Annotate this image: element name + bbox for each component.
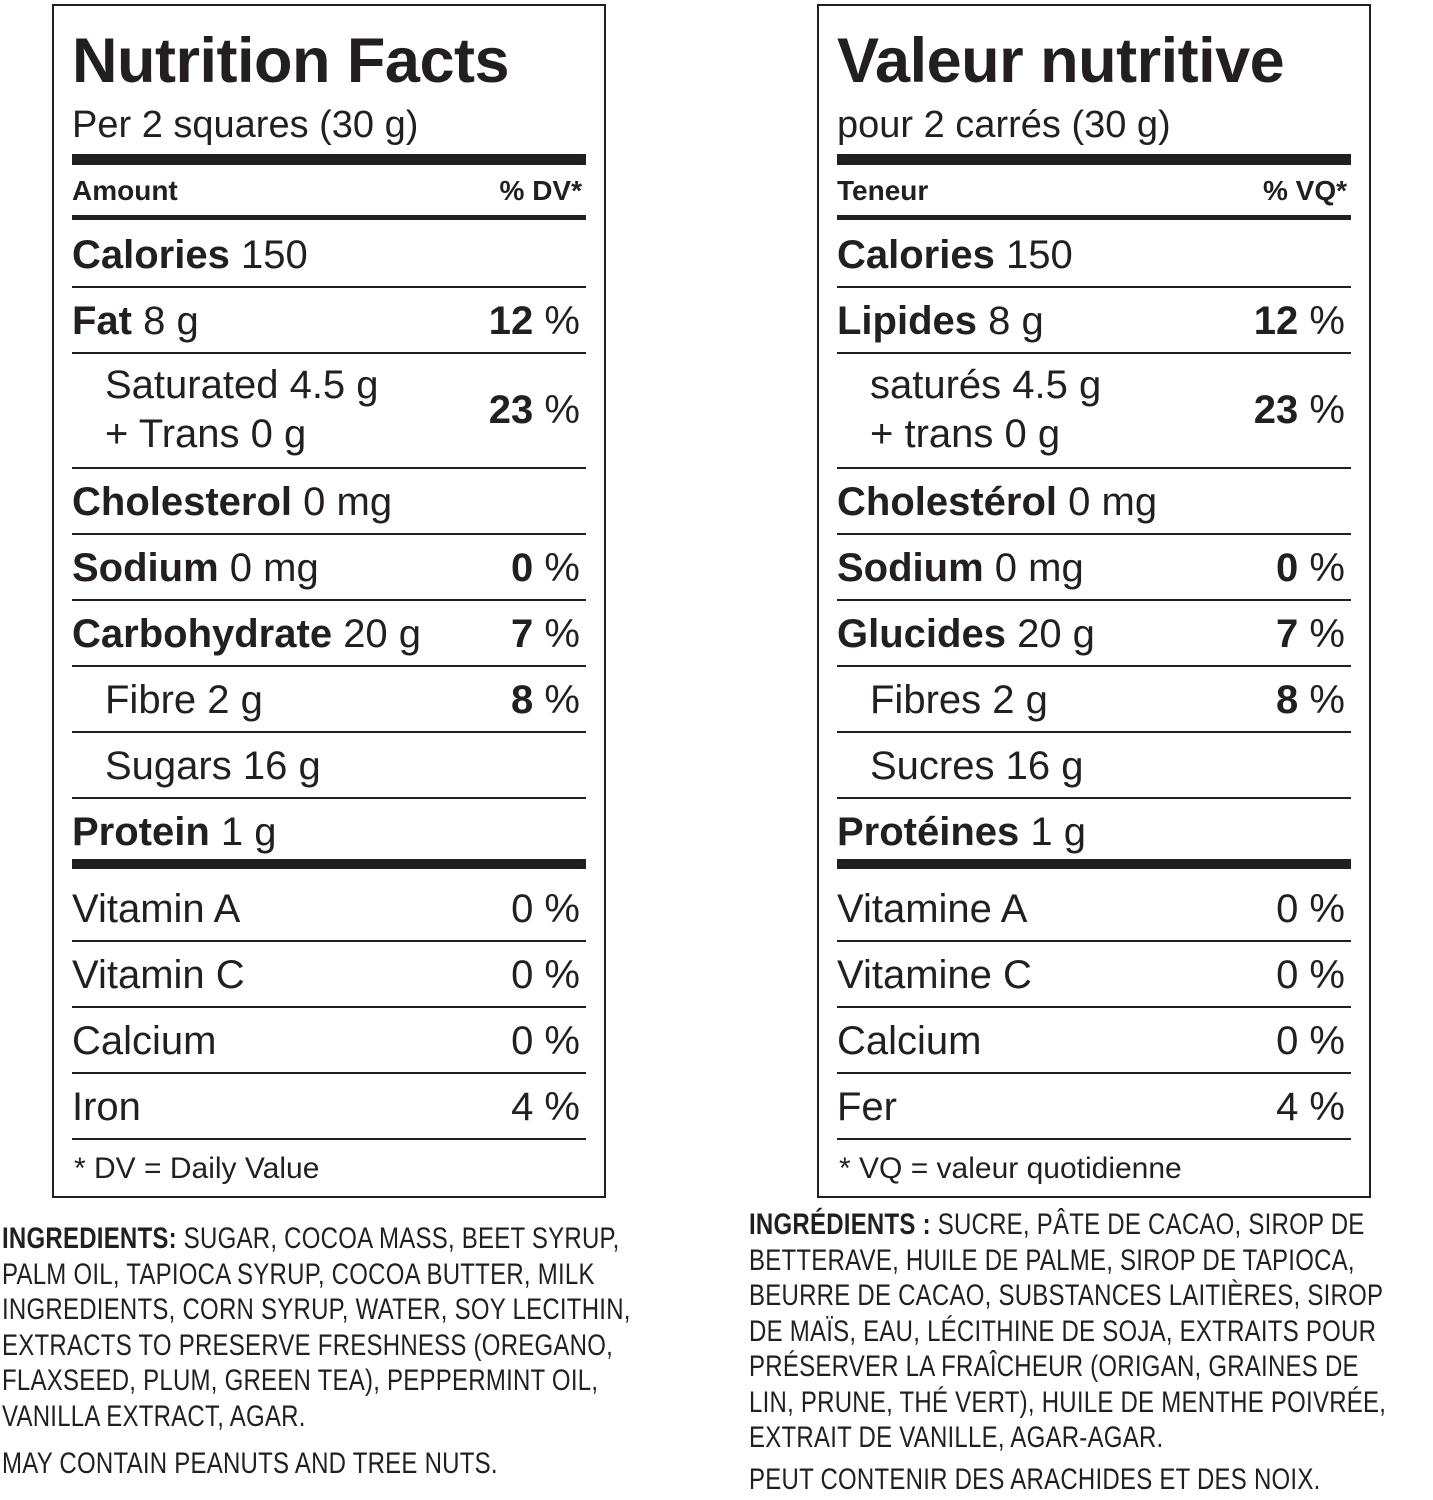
iron-row: Iron 4 % — [72, 1074, 586, 1140]
saturated-trans-row: saturés 4.5 g + trans 0 g 23 % — [837, 354, 1351, 469]
thick-divider — [72, 859, 586, 869]
saturated-trans-label: saturés 4.5 g + trans 0 g — [870, 363, 1102, 456]
calcium-dv: 0 % — [1276, 1019, 1345, 1063]
protein-label: Protéines 1 g — [837, 810, 1087, 854]
carbohydrate-label: Glucides 20 g — [837, 612, 1095, 656]
ingredients-list: SUGAR, COCOA MASS, BEET SYRUP, PALM OIL,… — [2, 1222, 631, 1433]
fibre-row: Fibre 2 g 8 % — [72, 667, 586, 733]
serving-size: Per 2 squares (30 g) — [72, 104, 419, 146]
sugars-label: Sugars 16 g — [105, 744, 321, 788]
fibre-label: Fibre 2 g — [105, 678, 263, 722]
footnote: * VQ = valeur quotidienne — [839, 1152, 1182, 1185]
cholesterol-label: Cholestérol 0 mg — [837, 480, 1158, 524]
sodium-row: Sodium 0 mg 0 % — [72, 535, 586, 601]
daily-value-header: % VQ* — [1262, 175, 1347, 206]
panel-title: Nutrition Facts — [72, 26, 510, 96]
calories-row: Calories 150 — [837, 220, 1351, 288]
vitamin-a-row: Vitamine A 0 % — [837, 869, 1351, 942]
carbohydrate-row: Glucides 20 g 7 % — [837, 601, 1351, 667]
panel-title: Valeur nutritive — [837, 26, 1285, 96]
calcium-row: Calcium 0 % — [72, 1008, 586, 1074]
header-divider — [72, 215, 586, 220]
sodium-label: Sodium 0 mg — [72, 546, 319, 590]
fat-label: Lipides 8 g — [837, 299, 1044, 343]
ingredients-french: INGRÉDIENTS : SUCRE, PÂTE DE CACAO, SIRO… — [749, 1207, 1429, 1456]
sugars-row: Sugars 16 g — [72, 733, 586, 799]
thick-divider — [837, 859, 1351, 869]
ingredients-label: INGREDIENTS: — [2, 1222, 177, 1255]
sugars-label: Sucres 16 g — [870, 744, 1084, 788]
amount-header: Amount — [72, 175, 178, 206]
protein-row: Protéines 1 g — [837, 799, 1351, 859]
fat-label: Fat 8 g — [72, 299, 199, 343]
fat-dv: 12 % — [488, 299, 580, 343]
vitamin-a-label: Vitamin A — [72, 887, 241, 931]
carbohydrate-row: Carbohydrate 20 g 7 % — [72, 601, 586, 667]
calories-row: Calories 150 — [72, 220, 586, 288]
iron-label: Fer — [837, 1085, 897, 1129]
protein-label: Protein 1 g — [72, 810, 277, 854]
protein-row: Protein 1 g — [72, 799, 586, 859]
vitamin-a-dv: 0 % — [511, 887, 580, 931]
ingredients-list: SUCRE, PÂTE DE CACAO, SIROP DE BETTERAVE… — [749, 1208, 1387, 1454]
iron-dv: 4 % — [511, 1085, 580, 1129]
thick-divider — [837, 154, 1351, 165]
thick-divider — [72, 154, 586, 165]
fat-row: Lipides 8 g 12 % — [837, 288, 1351, 354]
cholesterol-row: Cholestérol 0 mg — [837, 469, 1351, 535]
calories-label: Calories 150 — [72, 233, 308, 277]
calcium-label: Calcium — [72, 1019, 217, 1063]
allergen-warning-english: MAY CONTAIN PEANUTS AND TREE NUTS. — [2, 1447, 498, 1480]
calcium-dv: 0 % — [511, 1019, 580, 1063]
calcium-row: Calcium 0 % — [837, 1008, 1351, 1074]
iron-dv: 4 % — [1276, 1085, 1345, 1129]
vitamin-a-dv: 0 % — [1276, 887, 1345, 931]
saturated-trans-dv: 23 % — [1253, 388, 1345, 432]
vitamin-a-label: Vitamine A — [837, 887, 1028, 931]
fat-dv: 12 % — [1253, 299, 1345, 343]
saturated-trans-row: Saturated 4.5 g + Trans 0 g 23 % — [72, 354, 586, 469]
carbohydrate-dv: 7 % — [511, 612, 580, 656]
carbohydrate-dv: 7 % — [1276, 612, 1345, 656]
carbohydrate-label: Carbohydrate 20 g — [72, 612, 422, 656]
vitamin-c-row: Vitamine C 0 % — [837, 942, 1351, 1008]
nutrition-facts-panel-french: Valeur nutritive pour 2 carrés (30 g) Te… — [817, 4, 1371, 1198]
amount-header: Teneur — [837, 175, 929, 206]
cholesterol-label: Cholesterol 0 mg — [72, 480, 393, 524]
vitamin-c-dv: 0 % — [1276, 953, 1345, 997]
sodium-dv: 0 % — [511, 546, 580, 590]
cholesterol-row: Cholesterol 0 mg — [72, 469, 586, 535]
vitamin-a-row: Vitamin A 0 % — [72, 869, 586, 942]
fibre-dv: 8 % — [1276, 678, 1345, 722]
vitamin-c-label: Vitamin C — [72, 953, 245, 997]
saturated-trans-label: Saturated 4.5 g + Trans 0 g — [105, 363, 379, 456]
daily-value-header: % DV* — [499, 175, 582, 206]
nutrition-facts-panel-english: Nutrition Facts Per 2 squares (30 g) Amo… — [52, 4, 606, 1198]
serving-size: pour 2 carrés (30 g) — [837, 104, 1171, 146]
vitamin-c-row: Vitamin C 0 % — [72, 942, 586, 1008]
fibre-dv: 8 % — [511, 678, 580, 722]
allergen-warning-french: PEUT CONTENIR DES ARACHIDES ET DES NOIX. — [749, 1463, 1321, 1496]
fibre-label: Fibres 2 g — [870, 678, 1048, 722]
iron-label: Iron — [72, 1085, 141, 1129]
ingredients-label: INGRÉDIENTS : — [749, 1208, 931, 1241]
vitamin-c-label: Vitamine C — [837, 953, 1032, 997]
iron-row: Fer 4 % — [837, 1074, 1351, 1140]
sodium-row: Sodium 0 mg 0 % — [837, 535, 1351, 601]
sodium-dv: 0 % — [1276, 546, 1345, 590]
vitamin-c-dv: 0 % — [511, 953, 580, 997]
footnote: * DV = Daily Value — [74, 1152, 320, 1185]
calories-label: Calories 150 — [837, 233, 1073, 277]
fat-row: Fat 8 g 12 % — [72, 288, 586, 354]
ingredients-english: INGREDIENTS: SUGAR, COCOA MASS, BEET SYR… — [2, 1221, 690, 1434]
fibre-row: Fibres 2 g 8 % — [837, 667, 1351, 733]
saturated-trans-dv: 23 % — [488, 388, 580, 432]
sugars-row: Sucres 16 g — [837, 733, 1351, 799]
sodium-label: Sodium 0 mg — [837, 546, 1084, 590]
calcium-label: Calcium — [837, 1019, 982, 1063]
header-divider — [837, 215, 1351, 220]
